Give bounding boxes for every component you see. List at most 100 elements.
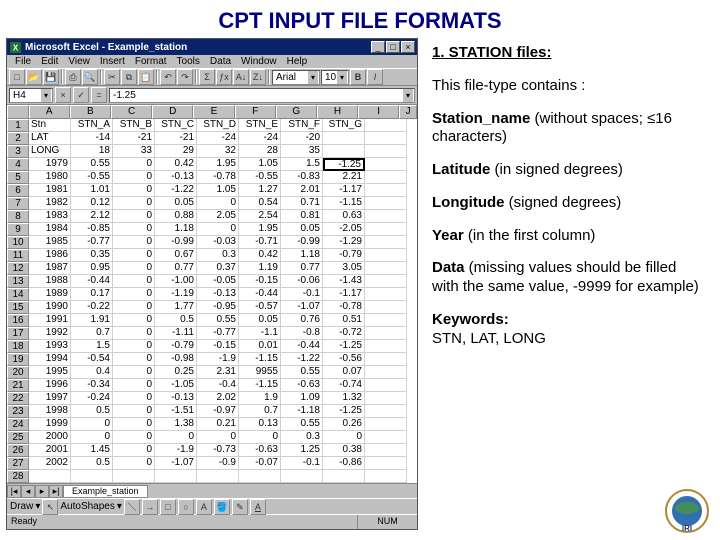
cell[interactable]: 1981 — [29, 184, 71, 197]
cell[interactable]: 0.38 — [323, 444, 365, 457]
cell[interactable]: 1980 — [29, 171, 71, 184]
cell[interactable]: 0 — [71, 431, 113, 444]
cell[interactable]: -0.63 — [281, 379, 323, 392]
tab-nav-last[interactable]: ▸| — [49, 485, 63, 498]
cell[interactable]: 0.3 — [197, 249, 239, 262]
cell[interactable]: 0 — [239, 431, 281, 444]
cell[interactable]: -0.22 — [71, 301, 113, 314]
cell[interactable]: 1.9 — [239, 392, 281, 405]
cell[interactable]: -0.34 — [71, 379, 113, 392]
cell[interactable]: 1987 — [29, 262, 71, 275]
cell[interactable]: 0 — [113, 457, 155, 470]
cell[interactable]: 1994 — [29, 353, 71, 366]
cell[interactable]: 0 — [71, 418, 113, 431]
cell[interactable]: 0.5 — [71, 405, 113, 418]
cell[interactable] — [365, 392, 407, 405]
cell[interactable]: -1.29 — [323, 236, 365, 249]
cell[interactable]: 1.19 — [239, 262, 281, 275]
cell[interactable]: 1.18 — [281, 249, 323, 262]
window-titlebar[interactable]: X Microsoft Excel - Example_station _ □ … — [7, 39, 417, 55]
cell[interactable]: -1.07 — [155, 457, 197, 470]
cell[interactable] — [323, 145, 365, 158]
cell[interactable]: STN_A — [71, 119, 113, 132]
cell[interactable]: -0.13 — [155, 171, 197, 184]
draw-menu[interactable]: Draw — [10, 501, 33, 512]
menu-data[interactable]: Data — [208, 56, 233, 67]
cell[interactable]: -0.99 — [281, 236, 323, 249]
maximize-button[interactable]: □ — [386, 41, 400, 53]
cell[interactable]: -1.15 — [323, 197, 365, 210]
cell[interactable]: -0.71 — [239, 236, 281, 249]
cell[interactable]: -1.07 — [281, 301, 323, 314]
paste-icon[interactable]: 📋 — [138, 69, 154, 85]
cell[interactable]: 0.01 — [239, 340, 281, 353]
cell[interactable]: 0.5 — [155, 314, 197, 327]
cell[interactable]: STN_B — [113, 119, 155, 132]
row-header[interactable]: 21 — [7, 379, 29, 392]
arrow-icon[interactable]: → — [142, 499, 158, 515]
print-icon[interactable]: ⎙ — [65, 69, 81, 85]
cell[interactable]: 1.27 — [239, 184, 281, 197]
cell[interactable]: 1992 — [29, 327, 71, 340]
row-header[interactable]: 19 — [7, 353, 29, 366]
rect-icon[interactable]: □ — [160, 499, 176, 515]
cell[interactable]: Stn — [29, 119, 71, 132]
cell[interactable]: 0.51 — [323, 314, 365, 327]
cell[interactable]: 0 — [113, 327, 155, 340]
cell[interactable]: 0 — [113, 431, 155, 444]
row-header[interactable]: 25 — [7, 431, 29, 444]
cell[interactable] — [365, 418, 407, 431]
cell[interactable]: 0.55 — [281, 366, 323, 379]
cell[interactable]: 1990 — [29, 301, 71, 314]
cell[interactable]: 0.42 — [155, 158, 197, 171]
cell[interactable]: -0.1 — [281, 288, 323, 301]
cell[interactable]: -14 — [71, 132, 113, 145]
cell[interactable] — [365, 314, 407, 327]
cell[interactable]: 1985 — [29, 236, 71, 249]
cell[interactable] — [323, 132, 365, 145]
cell[interactable]: -0.79 — [155, 340, 197, 353]
cell[interactable] — [365, 210, 407, 223]
cell[interactable] — [365, 184, 407, 197]
cell[interactable]: 1.09 — [281, 392, 323, 405]
cell[interactable]: 0 — [155, 431, 197, 444]
cell[interactable]: 0 — [113, 418, 155, 431]
row-header[interactable]: 6 — [7, 184, 29, 197]
cell[interactable]: -1.18 — [281, 405, 323, 418]
cell[interactable]: -0.56 — [323, 353, 365, 366]
cell[interactable]: 2001 — [29, 444, 71, 457]
font-combo[interactable]: Arial — [272, 70, 320, 85]
cell[interactable]: 0 — [113, 262, 155, 275]
cell[interactable]: 0.71 — [281, 197, 323, 210]
cell[interactable] — [365, 171, 407, 184]
cell[interactable]: 0 — [113, 405, 155, 418]
line-icon[interactable]: ＼ — [124, 499, 140, 515]
menu-edit[interactable]: Edit — [39, 56, 60, 67]
cell[interactable]: 1.05 — [197, 184, 239, 197]
cell[interactable]: -0.73 — [197, 444, 239, 457]
cell[interactable]: -0.24 — [71, 392, 113, 405]
cell[interactable] — [365, 262, 407, 275]
cell[interactable] — [365, 301, 407, 314]
cell[interactable]: 2.12 — [71, 210, 113, 223]
font-color-icon[interactable]: A — [250, 499, 266, 515]
cell[interactable] — [323, 470, 365, 483]
row-header[interactable]: 17 — [7, 327, 29, 340]
cell[interactable] — [365, 327, 407, 340]
cell[interactable]: 2.01 — [281, 184, 323, 197]
row-header[interactable]: 15 — [7, 301, 29, 314]
close-button[interactable]: × — [401, 41, 415, 53]
cell[interactable]: -0.55 — [239, 171, 281, 184]
cell[interactable]: 29 — [155, 145, 197, 158]
row-header[interactable]: 11 — [7, 249, 29, 262]
cell[interactable]: -0.44 — [71, 275, 113, 288]
cell[interactable] — [365, 379, 407, 392]
row-header[interactable]: 22 — [7, 392, 29, 405]
cell[interactable]: 28 — [239, 145, 281, 158]
cell[interactable]: 33 — [113, 145, 155, 158]
cell[interactable]: 1.91 — [71, 314, 113, 327]
menu-tools[interactable]: Tools — [175, 56, 202, 67]
cell[interactable]: STN_F — [281, 119, 323, 132]
cell[interactable]: -1.05 — [155, 379, 197, 392]
row-header[interactable]: 14 — [7, 288, 29, 301]
